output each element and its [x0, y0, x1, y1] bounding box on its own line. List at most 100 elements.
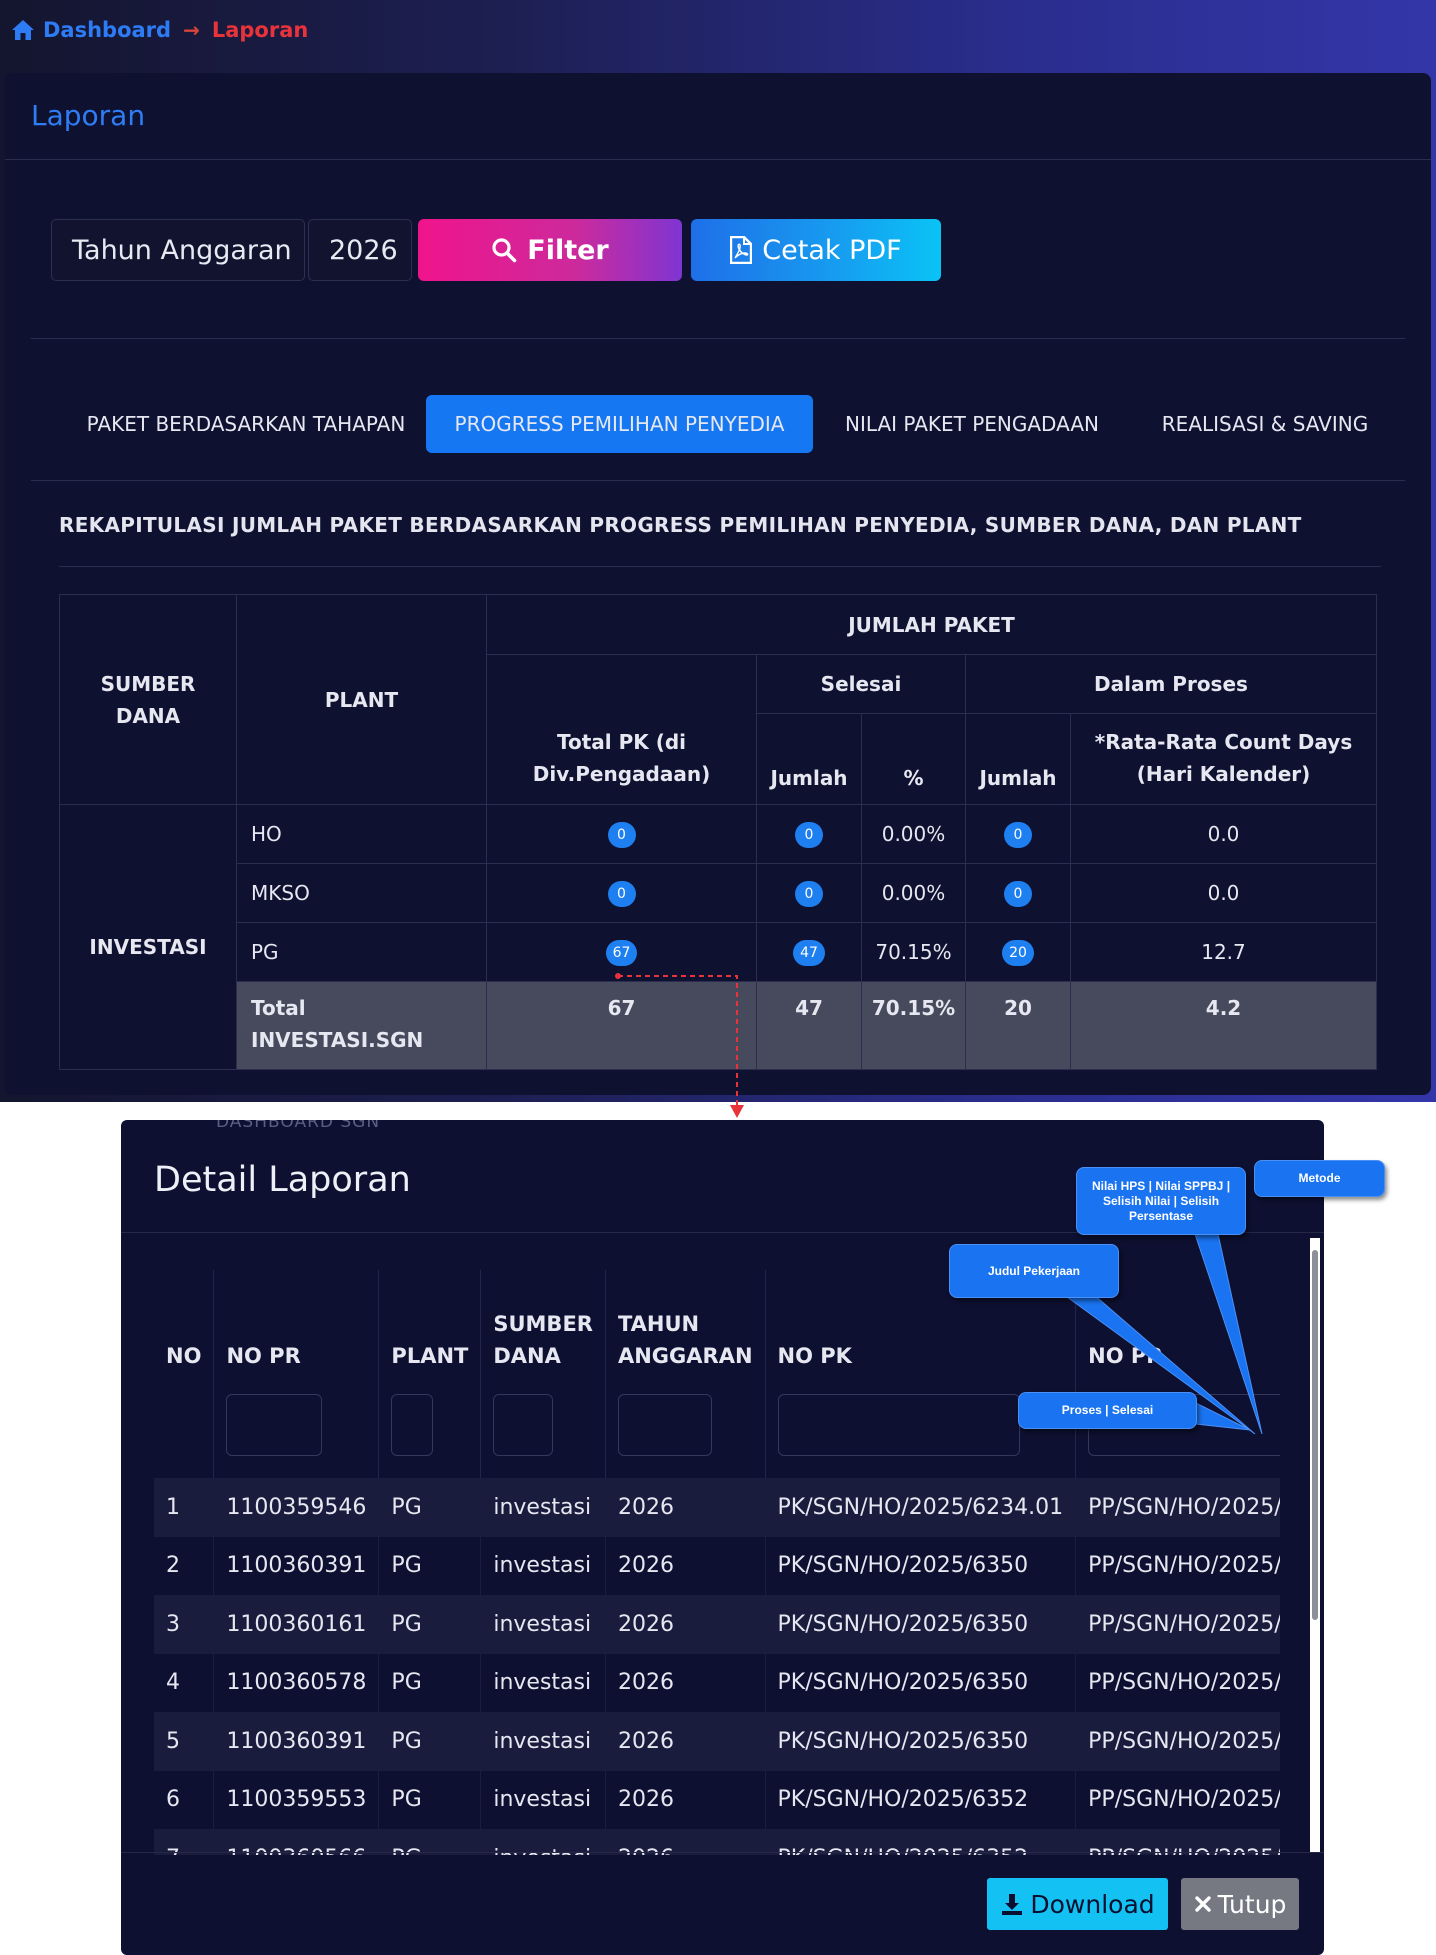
callout-metode: Metode — [1254, 1160, 1385, 1197]
cell-tahun: 2026 — [604, 1770, 766, 1829]
annotation-arrow — [615, 973, 744, 1118]
total-pk-badge[interactable]: 0 — [607, 822, 636, 848]
total-pk-badge[interactable]: 67 — [605, 940, 638, 966]
home-icon[interactable] — [11, 19, 35, 41]
filter-sumber-dana-input[interactable] — [493, 1394, 554, 1456]
cell-sumber-dana: investasi — [480, 1829, 606, 1855]
cell-no-pk: PK/SGN/HO/2025/6350 — [764, 1536, 1076, 1595]
detail-table-scroll[interactable]: NO NO PR PLANT SUMBER DANA TAHUN ANGGARA… — [154, 1270, 1280, 1855]
table-row[interactable]: 6 1100359553 PG investasi 2026 PK/SGN/HO/2025… — [154, 1770, 1280, 1829]
card-title: Laporan — [31, 99, 146, 132]
total-pk-badge[interactable]: 0 — [607, 881, 636, 907]
cell-sumber-dana: investasi — [480, 1536, 606, 1595]
selesai-jumlah-badge[interactable]: 0 — [795, 822, 823, 848]
header-selesai-percent: % — [861, 713, 966, 805]
cell-tahun: 2026 — [604, 1536, 766, 1595]
table-row[interactable]: 2 1100360391 PG investasi 2026 PK/SGN/HO/2025… — [154, 1536, 1280, 1595]
header-sumber-dana: SUMBER DANA — [59, 594, 237, 805]
cell-no-pp: PP/SGN/HO/2025/53 — [1075, 1536, 1280, 1595]
table-row[interactable]: 4 1100360578 PG investasi 2026 PK/SGN/HO/2025… — [154, 1653, 1280, 1712]
cell-plant: PG — [378, 1536, 481, 1595]
cell-no-pr: 1100360578 — [213, 1653, 379, 1712]
col-no-pr[interactable]: NO PR — [213, 1270, 379, 1388]
scrollbar-thumb[interactable] — [1312, 1250, 1318, 1620]
selesai-percent-cell: 0.00% — [861, 804, 966, 864]
cell-sumber-dana: investasi — [480, 1770, 606, 1829]
cell-sumber-dana: investasi — [480, 1712, 606, 1771]
col-sumber-dana[interactable]: SUMBER DANA — [480, 1270, 606, 1388]
callout-nilai: Nilai HPS | Nilai SPPBJ | Selisih Nilai … — [1076, 1167, 1246, 1235]
filter-no-pk-input[interactable] — [777, 1394, 1020, 1456]
cell-plant: PG — [378, 1829, 481, 1855]
plant-cell: PG — [236, 922, 487, 982]
total-selesai-jumlah-cell: 47 — [756, 981, 862, 1070]
plant-cell: HO — [236, 804, 487, 864]
filter-button-label: Filter — [527, 234, 609, 266]
download-button[interactable]: Download — [987, 1878, 1168, 1930]
rata-rata-cell: 0.0 — [1070, 863, 1377, 923]
tab-progress-pemilihan-penyedia[interactable]: PROGRESS PEMILIHAN PENYEDIA — [426, 395, 813, 453]
breadcrumb-arrow-icon: → — [183, 18, 200, 42]
tab-nilai-paket-pengadaan[interactable]: NILAI PAKET PENGADAAN — [845, 412, 1099, 436]
header-dalam-proses: Dalam Proses — [965, 654, 1377, 714]
proses-jumlah-badge[interactable]: 0 — [1004, 822, 1032, 848]
cell-no-pp: PP/SGN/HO/2025/53 — [1075, 1478, 1280, 1537]
cell-no-pp: PP/SGN/HO/2025/53 — [1075, 1712, 1280, 1771]
tab-realisasi-saving[interactable]: REALISASI & SAVING — [1161, 412, 1369, 436]
background-ghost-text: DASHBOARD SGN — [216, 1120, 381, 1132]
proses-jumlah-badge[interactable]: 20 — [1002, 940, 1034, 966]
group-investasi: INVESTASI — [59, 804, 237, 1070]
filter-no-pr-input[interactable] — [226, 1394, 323, 1456]
cell-no-pp: PP/SGN/HO/2025/53 — [1075, 1829, 1280, 1855]
download-label: Download — [1030, 1889, 1155, 1919]
pdf-file-icon — [730, 236, 753, 264]
detail-table: NO NO PR PLANT SUMBER DANA TAHUN ANGGARA… — [154, 1270, 1280, 1855]
total-pk-cell: 67 — [486, 981, 757, 1070]
table-row[interactable]: 3 1100360161 PG investasi 2026 PK/SGN/HO/2025… — [154, 1595, 1280, 1654]
cell-no: 5 — [154, 1712, 214, 1771]
cell-no: 6 — [166, 1787, 180, 1813]
modal-title: Detail Laporan — [154, 1160, 411, 1200]
modal-header-divider — [121, 1232, 1324, 1233]
summary-row-ho: INVESTASI HO 0 0 0.00% 0 0.0 — [59, 804, 1377, 1070]
summary-table: SUMBER DANA PLANT JUMLAH PAKET Total PK … — [59, 594, 1377, 1070]
year-select[interactable]: 2026 — [308, 219, 412, 281]
col-no[interactable]: NO — [166, 1344, 202, 1368]
filter-plant-input[interactable] — [391, 1394, 434, 1456]
cell-tahun: 2026 — [604, 1595, 766, 1654]
cell-no: 3 — [154, 1595, 214, 1654]
header-rata-rata: *Rata-Rata Count Days (Hari Kalender) — [1070, 713, 1377, 805]
col-tahun-anggaran[interactable]: TAHUN ANGGARAN — [604, 1270, 766, 1388]
report-card: Laporan Tahun Anggaran 2026 Filter Cetak… — [5, 73, 1431, 1095]
col-plant[interactable]: PLANT — [378, 1270, 481, 1388]
cell-no-pr: 1100360161 — [213, 1595, 379, 1654]
total-proses-jumlah-cell: 20 — [965, 981, 1071, 1070]
cell-no-pk: PK/SGN/HO/2025/6352 — [764, 1829, 1076, 1855]
callout-proses-selesai: Proses | Selesai — [1018, 1392, 1197, 1429]
cetak-pdf-button[interactable]: Cetak PDF — [691, 219, 941, 281]
cell-tahun: 2026 — [604, 1712, 766, 1771]
filter-button[interactable]: Filter — [418, 219, 682, 281]
header-selesai: Selesai — [756, 654, 966, 714]
cell-plant: PG — [378, 1478, 481, 1537]
selesai-jumlah-badge[interactable]: 0 — [795, 881, 823, 907]
tab-paket-berdasarkan-tahapan[interactable]: PAKET BERDASARKAN TAHAPAN — [86, 412, 406, 436]
cell-no-pk: PK/SGN/HO/2025/6350 — [764, 1653, 1076, 1712]
selesai-jumlah-badge[interactable]: 47 — [793, 940, 825, 966]
tutup-button[interactable]: Tutup — [1181, 1878, 1299, 1930]
table-row[interactable]: 1 1100359546 PG investasi 2026 PK/SGN/HO/2025… — [154, 1478, 1280, 1537]
breadcrumb: Dashboard → Laporan — [11, 14, 308, 46]
tabs-divider — [31, 480, 1405, 481]
proses-jumlah-badge[interactable]: 0 — [1004, 881, 1032, 907]
header-total-pk: Total PK (di Div.Pengadaan) — [486, 654, 757, 805]
cell-no-pr: 1100360391 — [213, 1536, 379, 1595]
breadcrumb-current: Laporan — [211, 18, 309, 42]
table-row[interactable]: 5 1100360391 PG investasi 2026 PK/SGN/HO/2025… — [154, 1712, 1280, 1771]
callout-judul-pekerjaan: Judul Pekerjaan — [949, 1244, 1119, 1298]
table-row[interactable]: 71100360566PGinvestasi2026PK/SGN/HO/2025… — [154, 1829, 1280, 1855]
breadcrumb-dashboard-link[interactable]: Dashboard — [43, 18, 172, 42]
filter-tahun-input[interactable] — [617, 1394, 712, 1456]
detail-header-row: NO NO PR PLANT SUMBER DANA TAHUN ANGGARA… — [154, 1270, 1280, 1388]
summary-total-row: Total INVESTASI.SGN 67 47 70.15% 20 4.2 — [60, 981, 1377, 1070]
tutup-label: Tutup — [1217, 1889, 1287, 1919]
